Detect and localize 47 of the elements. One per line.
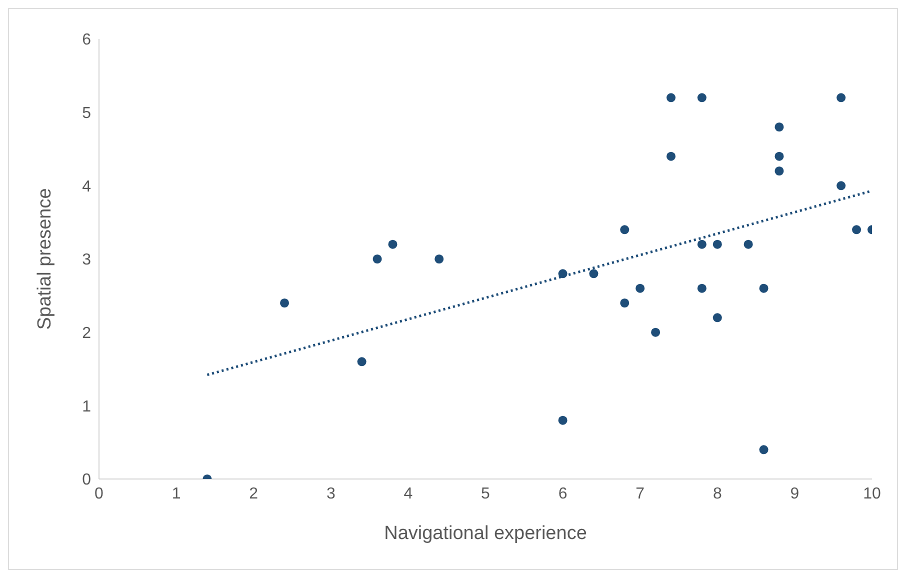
point: [852, 225, 862, 234]
x-tick-label: 2: [249, 485, 258, 502]
point: [589, 269, 598, 278]
x-tick-label: 4: [404, 485, 413, 502]
point: [434, 254, 444, 264]
point: [666, 152, 676, 161]
point: [620, 298, 630, 308]
x-axis-title: Navigational experience: [384, 523, 587, 544]
point: [697, 240, 706, 249]
point: [697, 93, 706, 102]
point: [666, 93, 676, 102]
point: [774, 152, 784, 161]
x-tick-label: 5: [481, 485, 490, 502]
point: [836, 93, 846, 102]
x-tick-label: 3: [326, 485, 336, 502]
y-tick-label: 4: [82, 178, 92, 196]
point: [759, 284, 768, 293]
x-tick-label: 10: [863, 485, 881, 502]
point: [774, 122, 784, 132]
point: [759, 445, 768, 454]
y-tick-label: 6: [82, 32, 92, 49]
point: [280, 298, 290, 308]
point: [558, 416, 568, 425]
point: [697, 284, 706, 293]
point: [712, 313, 722, 322]
y-tick-label: 1: [82, 398, 92, 416]
x-tick-label: 8: [712, 485, 722, 502]
point: [357, 357, 366, 366]
x-tick-label: 1: [172, 485, 181, 502]
point: [620, 225, 630, 234]
point: [636, 284, 645, 293]
y-tick-label: 0: [82, 472, 92, 489]
point: [774, 166, 784, 176]
point: [836, 181, 846, 190]
point: [712, 240, 722, 249]
x-tick-label: 0: [94, 485, 104, 502]
x-tick-label: 6: [558, 485, 568, 502]
point: [744, 240, 753, 249]
y-tick-label: 5: [82, 105, 92, 122]
y-tick-label: 3: [82, 252, 92, 269]
y-axis-title: Spatial presence: [34, 188, 56, 330]
x-tick-label: 7: [636, 485, 645, 502]
x-tick-label: 9: [790, 485, 800, 502]
point: [651, 328, 660, 337]
point: [372, 254, 382, 264]
point: [388, 240, 398, 249]
y-tick-label: 2: [82, 325, 92, 342]
